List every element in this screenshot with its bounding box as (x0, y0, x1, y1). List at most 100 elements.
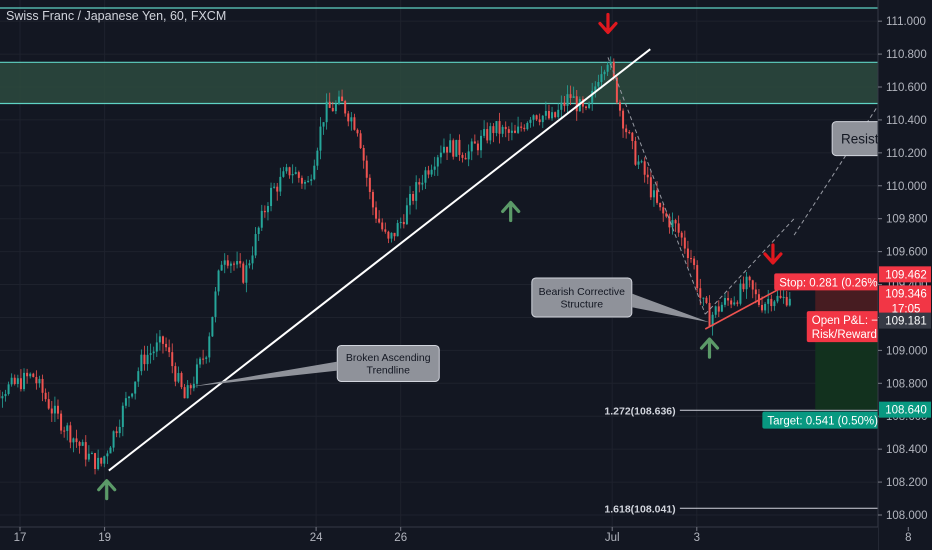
candle-body (232, 263, 235, 265)
price-tick-label: 110.000 (886, 181, 927, 193)
resistance-zone-fill (0, 62, 878, 104)
candle-body (569, 94, 572, 98)
candle-body (381, 222, 384, 230)
candle-body (220, 264, 223, 271)
candle-body (708, 302, 711, 327)
price-axis[interactable]: 108.000108.200108.400108.600108.800109.0… (877, 0, 932, 550)
candle-body (686, 248, 689, 259)
drawings: 1.272(108.636) 1.618(108.041) (108, 45, 918, 515)
candle-body (38, 378, 41, 384)
candle-body (622, 110, 625, 129)
candle-body (424, 170, 427, 183)
candle-body (671, 220, 674, 228)
candle-body (723, 298, 726, 305)
price-tick-label: 109.000 (886, 345, 928, 357)
price-tick-label: 108.800 (886, 378, 928, 390)
candle-body (720, 304, 723, 312)
candle-body (273, 186, 276, 188)
candle-body (628, 132, 631, 134)
candle-body (350, 117, 353, 122)
candle-body (29, 373, 32, 377)
candle-body (427, 170, 430, 175)
price-tag-box (879, 312, 931, 329)
candle-body (498, 121, 501, 134)
candle-body (739, 283, 742, 304)
candle-body (696, 265, 699, 289)
candle-body (486, 129, 489, 141)
candle-body (634, 141, 637, 165)
candle-body (109, 447, 112, 454)
candle-body (446, 146, 449, 153)
candle-body (16, 378, 19, 385)
candle-body (390, 232, 393, 239)
candle-body (677, 223, 680, 233)
candle-body (97, 457, 100, 470)
price-tick-label: 108.400 (886, 444, 928, 456)
candle-body (489, 126, 492, 141)
candle-body (754, 289, 757, 295)
candle-body (442, 146, 445, 153)
candle-body (551, 112, 554, 119)
candle-body (362, 148, 365, 161)
candle-body (337, 96, 340, 104)
time-tick-label: Jul (605, 532, 620, 544)
fib-level-label: 1.272(108.636) (604, 405, 675, 417)
time-tick-label: 8 (905, 532, 911, 544)
candle-body (433, 166, 436, 170)
candle-body (103, 456, 106, 464)
candle-body (603, 71, 606, 75)
candle-body (297, 172, 300, 178)
candle-body (128, 396, 131, 399)
candle-body (637, 161, 640, 165)
candle-body (134, 381, 137, 394)
candle-body (189, 385, 192, 389)
candle-body (652, 190, 655, 198)
candle-body (409, 194, 412, 206)
candle-body (310, 179, 313, 181)
candle-body (742, 283, 745, 290)
candle-body (705, 297, 708, 303)
candle-body (711, 314, 714, 327)
candle-body (359, 133, 362, 149)
candle-body (242, 263, 245, 283)
candle-body (53, 405, 56, 414)
candle-body (32, 373, 35, 378)
candle-body (727, 298, 730, 301)
up-arrow-icon (501, 200, 521, 223)
candle-body (183, 387, 186, 399)
price-tag: 109.181 (885, 316, 927, 328)
candle-body (591, 90, 594, 103)
price-tag-box (879, 285, 931, 302)
trendline-callout-pointer (191, 361, 338, 387)
candle-body (656, 190, 659, 203)
candle-body (674, 220, 677, 224)
candle-body (223, 260, 226, 265)
candle-body (662, 207, 665, 214)
price-tag: 108.640 (885, 405, 927, 417)
candle-body (44, 392, 47, 400)
candle-body (66, 425, 69, 431)
candle-body (288, 167, 291, 176)
up-arrow-icon (97, 479, 117, 501)
candle-body (307, 180, 310, 182)
candle-body (165, 343, 168, 348)
candle-body (625, 128, 628, 133)
candle-body (47, 399, 50, 409)
candle-body (464, 157, 467, 160)
candle-body (535, 115, 538, 120)
candle-body (557, 109, 560, 118)
candle-body (236, 261, 239, 265)
candle-body (418, 182, 421, 185)
candle-body (588, 102, 591, 109)
candle-body (631, 132, 634, 142)
candle-body (378, 218, 381, 223)
time-axis[interactable]: 17192426Jul381015 (0, 526, 932, 550)
candle-body (140, 354, 143, 372)
candle-body (248, 263, 251, 266)
candle-body (131, 393, 134, 397)
candle-body (75, 438, 78, 443)
candle-body (665, 213, 668, 217)
